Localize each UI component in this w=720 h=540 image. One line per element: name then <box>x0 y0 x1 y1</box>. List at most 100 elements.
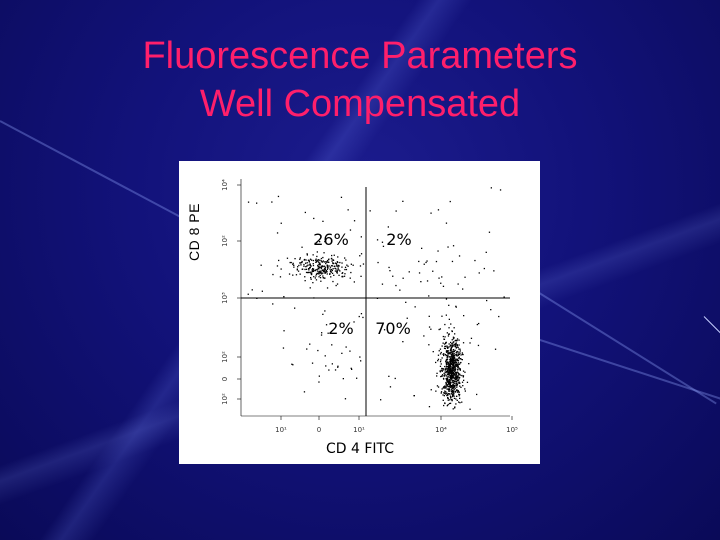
data-point <box>321 273 323 275</box>
data-point <box>453 385 455 387</box>
data-point <box>437 386 440 388</box>
data-point <box>332 262 334 265</box>
data-point <box>453 367 455 369</box>
data-point <box>446 394 448 397</box>
data-point <box>450 372 452 374</box>
data-point <box>307 271 309 274</box>
data-point <box>299 258 301 260</box>
data-point <box>319 262 321 264</box>
axis-layer <box>240 179 510 417</box>
data-point <box>456 358 458 361</box>
data-point <box>448 333 450 335</box>
data-point <box>283 296 285 298</box>
data-point <box>309 287 311 289</box>
data-point <box>458 348 460 350</box>
data-point <box>455 347 458 349</box>
data-point <box>449 361 452 363</box>
data-point <box>452 365 454 367</box>
data-point <box>449 374 451 377</box>
data-point <box>444 386 446 388</box>
data-point <box>444 392 446 394</box>
data-point <box>447 404 449 406</box>
data-point <box>454 369 456 371</box>
data-point <box>441 315 443 317</box>
data-point <box>455 359 458 361</box>
data-point <box>445 381 447 384</box>
data-point <box>463 379 465 381</box>
data-point <box>333 274 335 276</box>
data-point <box>490 187 492 189</box>
data-point <box>446 332 448 334</box>
quadrant-label-lower-left: 2% <box>328 319 353 338</box>
data-point <box>463 315 465 317</box>
data-point <box>336 283 339 285</box>
data-point <box>308 269 310 271</box>
data-point <box>464 276 466 278</box>
data-point <box>443 372 445 375</box>
data-point <box>453 364 455 367</box>
y-tick-label: 10² <box>221 351 229 363</box>
data-point <box>428 344 430 346</box>
quadrant-label-upper-left: 26% <box>313 230 349 249</box>
data-point <box>322 265 324 268</box>
data-point <box>293 264 295 266</box>
data-point <box>322 275 324 277</box>
data-point <box>290 261 292 264</box>
data-point <box>321 269 324 272</box>
data-point <box>298 264 300 267</box>
data-point <box>448 388 450 390</box>
data-point <box>449 369 451 371</box>
data-point <box>448 393 450 395</box>
data-point <box>450 397 452 399</box>
data-point <box>309 258 312 260</box>
decorative-line <box>703 316 720 334</box>
data-point <box>306 253 308 255</box>
data-point <box>311 270 314 272</box>
data-point <box>455 353 457 356</box>
data-point <box>421 247 423 249</box>
data-point <box>318 264 320 266</box>
data-point <box>435 260 438 263</box>
data-point <box>449 349 452 351</box>
data-point <box>323 269 325 271</box>
data-point <box>450 348 452 350</box>
data-point <box>302 268 304 270</box>
data-point <box>448 364 451 367</box>
data-point <box>271 201 273 203</box>
data-point <box>451 352 453 354</box>
data-point <box>456 383 459 386</box>
data-point <box>324 355 326 357</box>
data-point <box>452 351 455 353</box>
data-point <box>450 373 452 375</box>
data-point <box>345 259 347 261</box>
data-point <box>329 272 331 275</box>
data-point <box>457 353 459 355</box>
data-point <box>443 347 446 349</box>
data-point <box>457 379 460 381</box>
data-point <box>441 367 443 370</box>
data-point <box>280 222 282 224</box>
data-point <box>448 381 450 384</box>
data-point <box>454 367 456 369</box>
data-point <box>336 265 338 267</box>
data-point <box>453 379 455 382</box>
data-point <box>327 267 329 269</box>
data-point <box>450 373 453 376</box>
data-point <box>443 386 445 388</box>
data-point <box>342 275 344 278</box>
data-point <box>251 289 253 291</box>
data-point <box>359 356 361 358</box>
data-point <box>321 332 323 334</box>
data-point <box>442 285 445 287</box>
data-point <box>323 270 326 272</box>
data-point <box>456 351 458 353</box>
data-point <box>437 354 440 356</box>
data-point <box>450 350 452 352</box>
data-point <box>324 261 326 263</box>
data-point <box>345 268 348 271</box>
data-point <box>309 343 311 345</box>
data-point <box>352 264 354 266</box>
data-point <box>309 266 311 268</box>
data-point <box>452 357 454 359</box>
data-point <box>451 371 453 373</box>
